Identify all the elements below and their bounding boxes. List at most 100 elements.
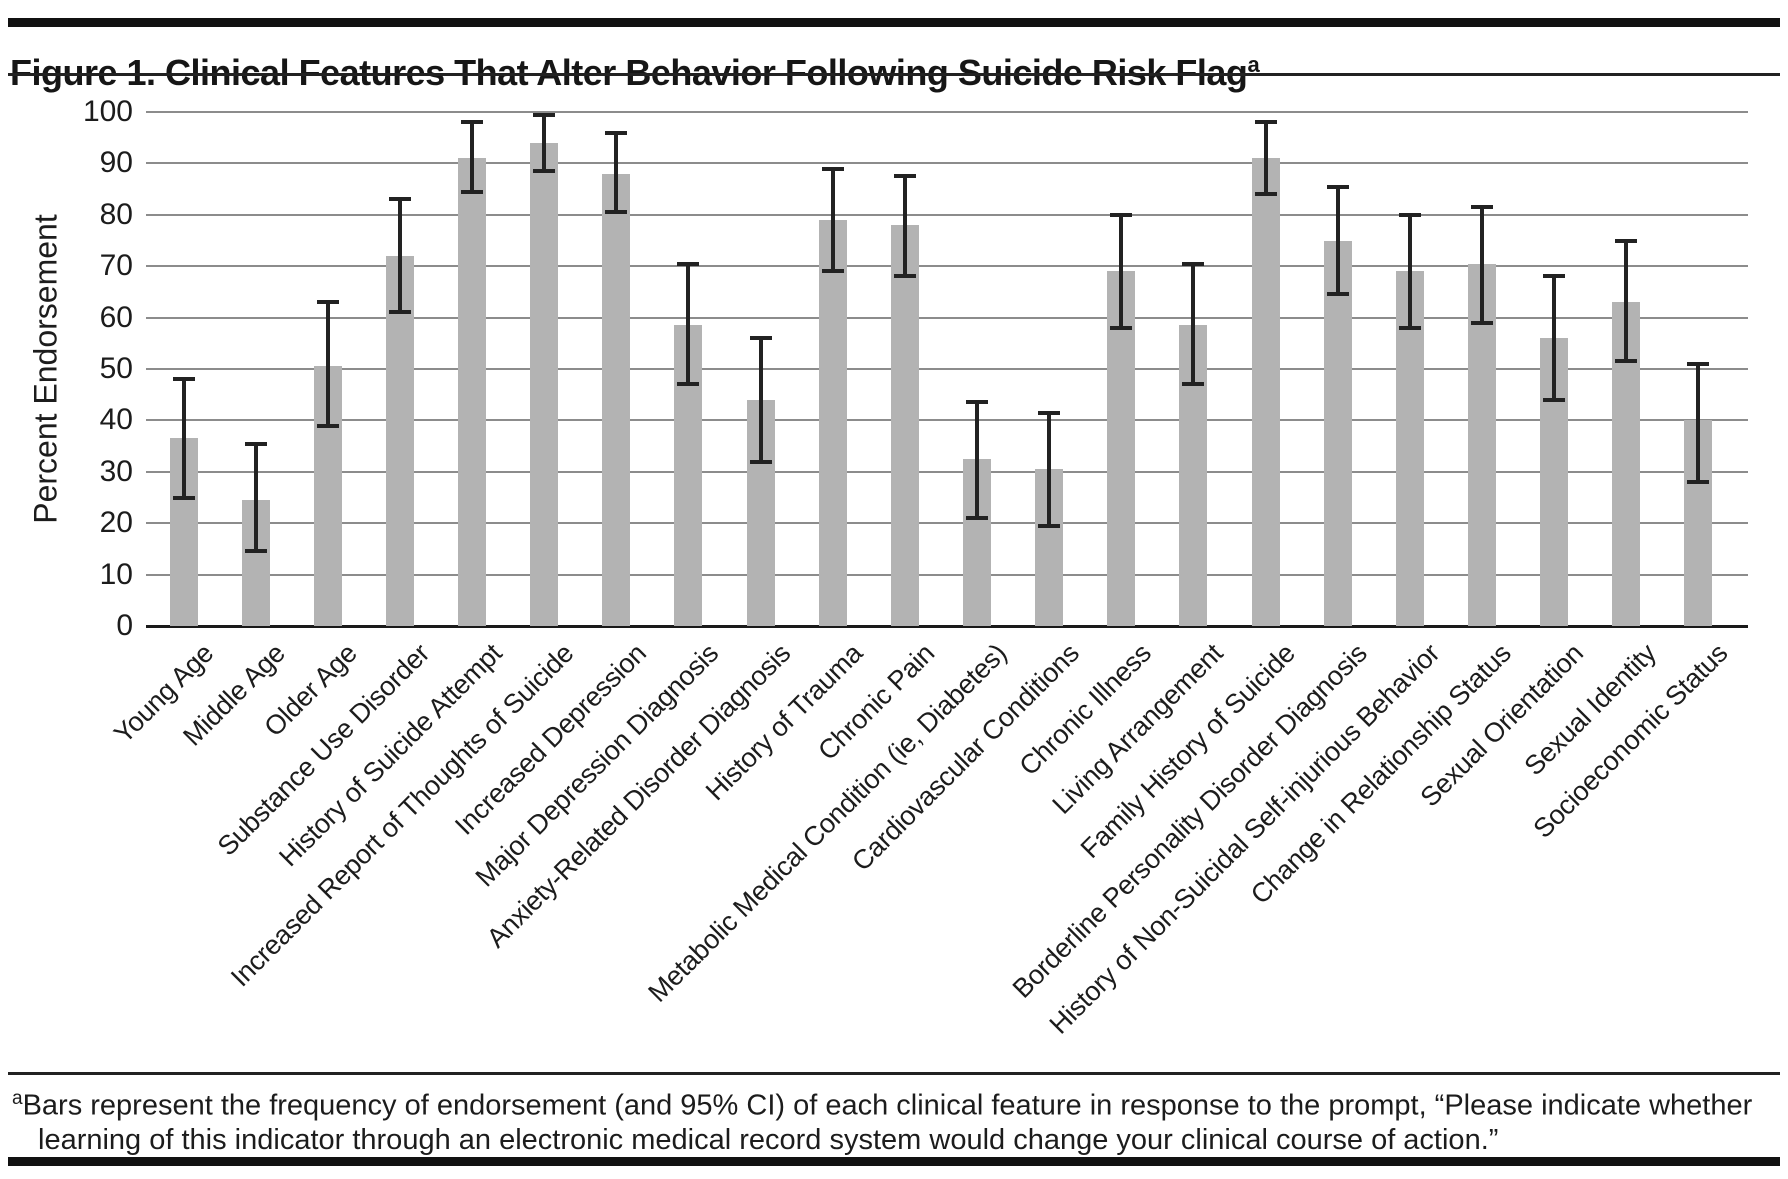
error-bar (1335, 186, 1340, 295)
y-tick-label: 40 (99, 403, 133, 437)
error-bar (830, 168, 835, 272)
error-bar (253, 443, 258, 552)
error-bar (1696, 363, 1701, 483)
error-bar-cap-top (172, 377, 195, 382)
figure-title-superscript: a (1247, 52, 1260, 78)
gridline (146, 213, 1748, 216)
gridline (146, 368, 1748, 370)
y-tick-label: 10 (99, 557, 133, 591)
bar (1323, 240, 1352, 626)
error-bar-cap-top (821, 166, 844, 171)
error-bar-cap-top (1182, 261, 1205, 266)
bottom-rule (8, 1157, 1780, 1166)
y-tick-label: 20 (99, 506, 133, 540)
error-bar-cap-top (966, 400, 989, 405)
gridline (146, 573, 1748, 576)
footnote-text: Bars represent the frequency of endorsem… (22, 1089, 1753, 1156)
error-bar-cap-bottom (677, 382, 700, 387)
y-tick-label: 80 (99, 197, 133, 231)
y-tick-label: 50 (99, 352, 133, 385)
error-bar (1263, 122, 1268, 195)
error-bar-cap-top (388, 197, 411, 202)
error-bar (1624, 240, 1629, 362)
error-bar (397, 199, 402, 313)
y-tick-label: 70 (99, 249, 133, 283)
gridline (146, 162, 1748, 165)
error-bar-cap-bottom (749, 459, 772, 464)
error-bar-cap-bottom (605, 210, 628, 215)
error-bar (1047, 412, 1052, 526)
error-bar (1552, 276, 1557, 400)
gridline (146, 111, 1748, 113)
error-bar (542, 114, 547, 172)
error-bar-cap-bottom (1615, 359, 1638, 364)
error-bar (470, 122, 475, 192)
error-bar-cap-bottom (388, 310, 411, 315)
gridline (146, 419, 1748, 422)
error-bar-cap-top (1687, 361, 1710, 366)
error-bar-cap-top (1471, 205, 1494, 210)
error-bar (1407, 214, 1412, 328)
error-bar (902, 176, 907, 277)
bar (818, 219, 847, 626)
error-bar-cap-bottom (172, 495, 195, 500)
error-bar (614, 132, 619, 213)
error-bar-cap-bottom (1038, 523, 1061, 528)
error-bar-cap-top (316, 300, 339, 305)
error-bar-cap-top (533, 112, 556, 117)
bar (385, 255, 414, 626)
error-bar-cap-bottom (1687, 480, 1710, 485)
error-bar (1119, 214, 1124, 328)
error-bar-cap-bottom (316, 423, 339, 428)
error-bar-cap-bottom (1398, 325, 1421, 330)
error-bar-cap-bottom (1254, 192, 1277, 197)
error-bar-cap-bottom (533, 169, 556, 174)
error-bar-cap-top (893, 174, 916, 179)
footnote: aBars represent the frequency of endorse… (12, 1082, 1788, 1157)
error-bar-cap-bottom (1326, 292, 1349, 297)
error-bar-cap-bottom (1543, 397, 1566, 402)
y-tick-label: 0 (116, 609, 133, 642)
x-axis-line (146, 625, 1748, 628)
error-bar (1480, 207, 1485, 323)
error-bar (325, 302, 330, 426)
bar (1395, 271, 1424, 626)
error-bar (975, 402, 980, 519)
title-divider-rule (8, 73, 1780, 76)
bar (1251, 158, 1280, 626)
error-bar-cap-bottom (966, 516, 989, 521)
bar (530, 142, 559, 626)
error-bar (1191, 263, 1196, 385)
top-rule (8, 18, 1780, 27)
footnote-marker: a (12, 1088, 23, 1109)
bar (890, 225, 919, 626)
error-bar-cap-bottom (461, 189, 484, 194)
error-bar-cap-bottom (244, 549, 267, 554)
figure-title-text: Figure 1. Clinical Features That Alter B… (10, 52, 1248, 94)
error-bar-cap-bottom (893, 274, 916, 279)
error-bar-cap-top (1543, 274, 1566, 279)
y-tick-label: 30 (99, 454, 133, 488)
error-bar-cap-top (1398, 212, 1421, 217)
y-tick-label: 60 (99, 300, 133, 334)
error-bar-cap-top (1110, 212, 1133, 217)
error-bar (181, 379, 186, 498)
error-bar-cap-top (749, 336, 772, 341)
footnote-divider-rule (8, 1072, 1780, 1075)
error-bar-cap-top (244, 441, 267, 446)
error-bar-cap-top (1326, 184, 1349, 189)
bar (602, 173, 631, 626)
error-bar-cap-top (605, 130, 628, 135)
error-bar-cap-top (1254, 120, 1277, 125)
error-bar (686, 263, 691, 385)
error-bar-cap-top (677, 261, 700, 266)
error-bar-cap-bottom (1182, 382, 1205, 387)
error-bar (758, 338, 763, 462)
gridline (146, 522, 1748, 525)
error-bar-cap-bottom (1471, 320, 1494, 325)
gridline (146, 316, 1748, 319)
error-bar-cap-bottom (1110, 325, 1133, 330)
error-bar-cap-top (1615, 238, 1638, 243)
gridline (146, 470, 1748, 473)
error-bar-cap-top (1038, 410, 1061, 415)
